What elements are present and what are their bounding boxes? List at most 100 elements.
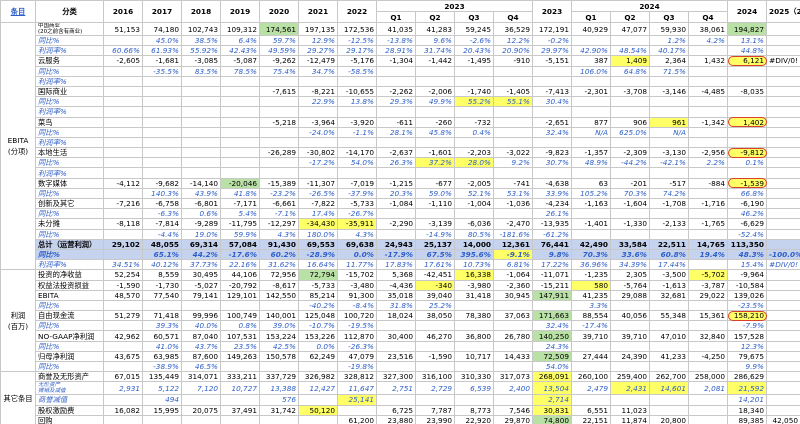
cell: 13.8% [337,96,377,108]
cell: 17.83% [376,259,416,271]
cell: 42.43% [220,45,260,57]
cell: 74,180 [142,22,182,36]
cell: 0.4% [454,126,494,138]
cell [103,299,143,312]
cell [142,136,182,149]
cell [454,299,494,312]
cell [766,218,800,230]
cell: -12,479 [298,55,338,67]
cell: 72,794 [298,269,338,281]
cell [688,414,728,424]
cell: 12.9% [298,34,338,47]
cell: -1,716 [688,197,728,210]
cell [649,106,689,118]
cell: 59.0% [415,187,455,200]
cell [259,167,299,179]
cell: 47,010 [649,330,689,342]
cell: -1,215 [376,177,416,189]
cell [493,116,533,128]
cell: 14,601 [649,381,689,396]
cell: 30,400 [376,330,416,342]
cell [649,320,689,332]
cell [142,157,182,169]
cell [298,167,338,179]
cell: 44.2% [181,248,221,261]
cell: 37.2% [415,157,455,169]
cell: 32.4% [532,320,572,332]
cell: -17.9% [376,248,416,261]
cell [727,65,767,77]
row-label: 国际商业 [35,85,104,98]
cell [376,360,416,373]
header-cell: 2025（24.6 [766,0,800,23]
cell: 9.8% [532,248,572,261]
cell: -9,812 [727,147,767,159]
table-row: 归母净利润 43,675 63,985 87,600 149,263 150,578 62,… [1,350,800,363]
cell: -5,702 [688,269,728,281]
cell: N/A [649,126,689,138]
cell: 17.4% [298,208,338,220]
cell: 63 [571,177,611,189]
cell [649,167,689,179]
cell: -34,430 [298,218,338,230]
cell: 158,210 [727,310,767,322]
cell: 87,040 [181,330,221,342]
cell [103,147,143,159]
cell [454,106,494,118]
cell: -1,495 [454,55,494,67]
cell: 32,840 [688,330,728,342]
cell [259,157,299,169]
cell: 41.8% [220,187,260,200]
header-cell: 2016 [103,0,143,23]
header-cell: 2019 [220,0,260,23]
cell: -11,307 [298,177,338,189]
cell: 6.81% [493,259,533,271]
cell: 51,153 [103,22,143,36]
row-label: 本地生活 [35,147,104,159]
cell [493,65,533,77]
cell: -5,764 [610,279,650,291]
cell [103,96,143,108]
cell [649,299,689,312]
cell: 60.66% [103,45,143,57]
cell [766,269,800,281]
cell: 79,675 [727,350,767,363]
cell: -910 [493,55,533,67]
header-cell: 条目 [0,0,36,23]
cell [103,106,143,118]
cell: 37.73% [181,259,221,271]
cell: 41,235 [571,289,611,301]
cell: -340 [415,279,455,291]
cell [766,299,800,312]
cell: -26.5% [298,187,338,200]
cell: -8,118 [103,218,143,230]
cell [649,340,689,352]
cell: 0.8% [220,320,260,332]
cell: 140,250 [532,330,572,342]
cell: 61.93% [142,45,182,57]
cell: 102,743 [181,22,221,36]
cell [454,75,494,87]
cell: -260 [415,116,455,128]
cell: -10.7% [298,320,338,332]
cell: 107,531 [220,330,260,342]
cell [727,167,767,179]
cell: -7.9% [727,320,767,332]
cell: 877 [571,116,611,128]
cell: -2,470 [493,218,533,230]
table-row: 同比% 22.9% 13.8% 29.3% 49.9% 55.2% 55.1% 30.4% [1,96,800,108]
cell [610,106,650,118]
cell: 40.12% [142,259,182,271]
cell: 1,432 [688,55,728,67]
cell: -2,203 [454,147,494,159]
cell: 16,082 [103,404,143,416]
cell: -19.5% [337,320,377,332]
cell [688,360,728,373]
cell [766,360,800,373]
row-label: 总计（运营利润） [35,238,104,250]
cell [454,340,494,352]
cell: 43,675 [103,350,143,363]
cell: 72,509 [532,350,572,363]
